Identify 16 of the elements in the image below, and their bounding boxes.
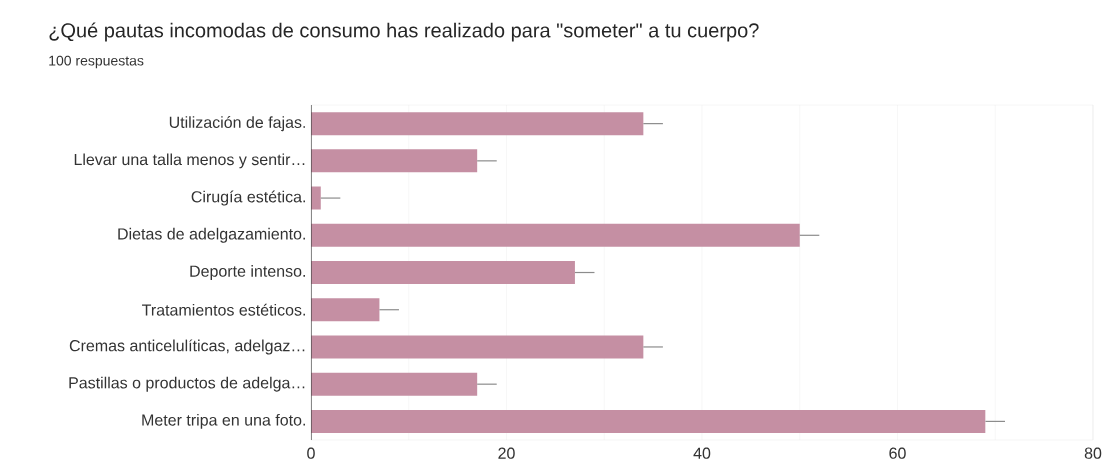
- x-tick-label: 0: [307, 447, 315, 459]
- x-tick-label: 40: [693, 447, 711, 459]
- y-tick-label: Utilización de fajas.: [169, 116, 305, 132]
- x-tick-label: 20: [498, 447, 515, 459]
- y-tick-label: Pastillas o productos de adelga…: [69, 376, 305, 392]
- y-tick-label: Tratamientos estéticos.: [142, 303, 305, 316]
- y-tick-label: Meter tripa en una foto.: [142, 413, 305, 429]
- chart-title: ¿Qué pautas incomodas de consumo has realizado para "someter" a tu cuerpo?: [49, 22, 759, 42]
- y-tick-label: Cremas anticelulíticas, adelgaz…: [69, 339, 305, 355]
- x-tick-label: 60: [889, 447, 906, 459]
- x-tick-label: 80: [1084, 447, 1102, 459]
- y-tick-label: Deporte intenso.: [190, 265, 305, 280]
- y-tick-label: Cirugía estética.: [191, 190, 305, 206]
- y-tick-label: Dietas de adelgazamiento.: [118, 227, 305, 243]
- text: 100 respuestas: [49, 55, 144, 69]
- y-tick-label: Llevar una talla menos y sentir…: [74, 153, 305, 169]
